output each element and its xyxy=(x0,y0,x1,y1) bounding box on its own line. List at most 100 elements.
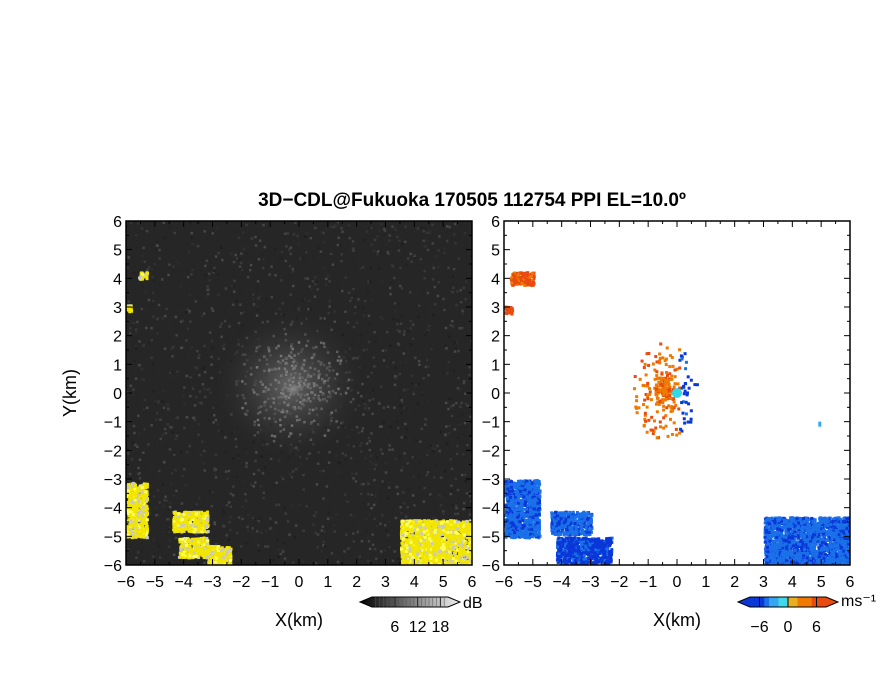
noise-speckle xyxy=(227,501,231,504)
reflectivity-echo-cell xyxy=(137,500,141,504)
reflectivity-echo-cell xyxy=(455,545,459,549)
noise-speckle xyxy=(396,328,399,332)
noise-speckle xyxy=(183,426,186,430)
noise-speckle xyxy=(163,459,167,462)
noise-speckle xyxy=(214,418,218,422)
reflectivity-echo-cell xyxy=(144,496,148,500)
reflectivity-echo-cell xyxy=(126,485,130,489)
reflectivity-echo-cell xyxy=(423,553,427,557)
noise-speckle xyxy=(350,296,354,300)
reflectivity-echo-cell xyxy=(145,512,149,516)
reflectivity-echo-cell xyxy=(433,544,437,548)
noise-speckle xyxy=(455,506,458,510)
noise-speckle xyxy=(391,448,394,451)
noise-speckle xyxy=(453,512,457,516)
noise-speckle xyxy=(189,376,192,379)
noise-speckle xyxy=(233,517,236,520)
reflectivity-echo-cell xyxy=(205,548,209,552)
noise-speckle xyxy=(414,383,418,387)
noise-speckle xyxy=(385,242,388,246)
noise-speckle xyxy=(453,341,457,344)
reflectivity-echo-cell xyxy=(451,530,455,534)
noise-speckle xyxy=(398,284,402,288)
noise-speckle xyxy=(404,515,408,518)
noise-speckle xyxy=(422,393,426,396)
reflectivity-echo-cell xyxy=(453,550,457,554)
reflectivity-echo-cell xyxy=(458,527,462,531)
noise-speckle xyxy=(180,346,183,350)
reflectivity-echo-cell xyxy=(214,556,218,560)
noise-speckle xyxy=(172,532,175,536)
noise-speckle xyxy=(206,288,209,292)
reflectivity-echo-cell xyxy=(131,501,135,505)
reflectivity-echo-cell xyxy=(206,542,210,546)
noise-speckle xyxy=(230,477,233,480)
reflectivity-echo-cell xyxy=(457,562,461,565)
noise-speckle xyxy=(256,280,260,283)
noise-speckle xyxy=(135,347,138,350)
noise-speckle xyxy=(326,446,329,449)
noise-speckle xyxy=(288,264,292,268)
reflectivity-echo-cell xyxy=(439,553,443,557)
noise-speckle xyxy=(136,320,139,324)
reflectivity-echo-cell xyxy=(415,532,419,536)
noise-speckle xyxy=(469,494,472,498)
reflectivity-echo-cell xyxy=(408,519,412,523)
noise-speckle xyxy=(302,529,305,532)
noise-speckle xyxy=(208,279,212,282)
reflectivity-echo-cell xyxy=(140,501,144,505)
noise-speckle xyxy=(140,550,144,553)
reflectivity-echo-cell xyxy=(198,530,202,534)
reflectivity-echo-cell xyxy=(447,536,451,540)
reflectivity-echo-cell xyxy=(415,542,419,546)
noise-speckle xyxy=(210,376,214,380)
noise-speckle xyxy=(185,374,188,378)
noise-speckle xyxy=(291,270,295,273)
reflectivity-echo-cell xyxy=(134,531,138,535)
noise-speckle xyxy=(393,302,397,305)
reflectivity-echo-cell xyxy=(182,521,186,525)
reflectivity-echo-cell xyxy=(186,556,190,560)
noise-speckle xyxy=(161,483,165,487)
noise-speckle xyxy=(261,472,265,475)
noise-speckle xyxy=(206,292,210,296)
noise-speckle xyxy=(355,472,358,476)
noise-speckle xyxy=(186,373,190,376)
reflectivity-echo-cell xyxy=(429,562,433,565)
noise-speckle xyxy=(227,469,231,473)
noise-speckle xyxy=(417,304,421,308)
reflectivity-echo-cell xyxy=(462,545,466,549)
noise-speckle xyxy=(168,525,171,529)
reflectivity-echo-cell xyxy=(461,530,465,534)
noise-speckle xyxy=(342,457,345,460)
noise-speckle xyxy=(255,286,258,289)
reflectivity-echo-cell xyxy=(197,543,201,547)
noise-speckle xyxy=(203,370,207,374)
noise-speckle xyxy=(330,552,334,555)
reflectivity-echo-cell xyxy=(176,525,180,529)
noise-speckle xyxy=(365,292,369,296)
noise-speckle xyxy=(463,232,467,235)
noise-speckle xyxy=(272,559,275,562)
noise-speckle xyxy=(443,251,446,255)
noise-speckle xyxy=(462,452,465,456)
noise-speckle xyxy=(470,500,472,503)
noise-speckle xyxy=(262,491,266,495)
noise-speckle xyxy=(426,400,430,403)
noise-speckle xyxy=(370,371,373,375)
noise-speckle xyxy=(172,256,176,259)
reflectivity-echo-cell xyxy=(200,530,204,534)
reflectivity-echo-cell xyxy=(461,554,465,558)
noise-speckle xyxy=(172,553,176,556)
reflectivity-echo-cell xyxy=(405,523,409,527)
noise-speckle xyxy=(232,285,236,288)
noise-speckle xyxy=(391,361,395,364)
noise-speckle xyxy=(162,504,165,508)
noise-speckle xyxy=(254,459,257,463)
reflectivity-echo-cell xyxy=(141,534,145,538)
reflectivity-echo-cell xyxy=(184,539,188,543)
noise-speckle xyxy=(349,546,353,549)
noise-speckle xyxy=(282,541,286,545)
reflectivity-echo-cell xyxy=(131,513,135,517)
noise-speckle xyxy=(438,261,441,264)
